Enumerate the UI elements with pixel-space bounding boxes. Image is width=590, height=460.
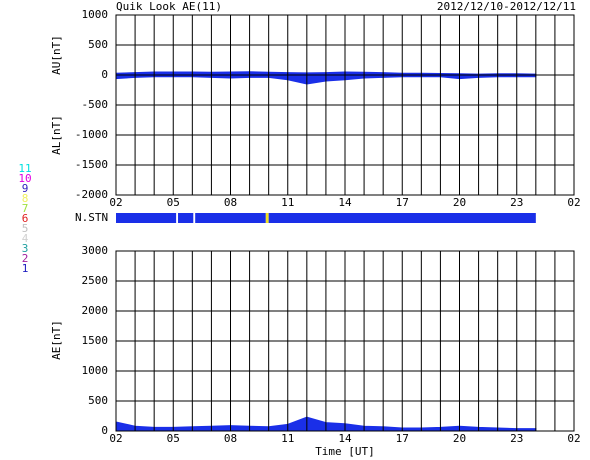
y-tick-label: 0 <box>101 68 108 81</box>
y-tick-label: 1000 <box>82 364 109 377</box>
y-tick-label: 2500 <box>82 274 109 287</box>
legend-label: 11 <box>18 162 31 175</box>
x-tick-label: 08 <box>224 432 237 445</box>
legend-label: 3 <box>22 242 29 255</box>
chart-title: Quik Look AE(11) <box>116 0 222 13</box>
legend-label: 9 <box>22 182 29 195</box>
legend-label: 8 <box>22 192 29 205</box>
y-tick-label: -1500 <box>75 158 108 171</box>
x-tick-label: 17 <box>396 196 409 209</box>
nstn-label: N.STN <box>75 211 108 224</box>
y-tick-label: -1000 <box>75 128 108 141</box>
chart-subtitle: 2012/12/10-2012/12/11 <box>437 0 576 13</box>
y-tick-label: 3000 <box>82 244 109 257</box>
x-tick-label: 20 <box>453 196 466 209</box>
x-tick-label: 02 <box>567 432 580 445</box>
legend-label: 5 <box>22 222 29 235</box>
y-axis-label: AU[nT] <box>50 35 63 75</box>
y-tick-label: 0 <box>101 424 108 437</box>
nstn-segment <box>178 213 194 223</box>
x-tick-label: 02 <box>109 196 122 209</box>
y-axis-label: AL[nT] <box>50 115 63 155</box>
x-tick-label: 20 <box>453 432 466 445</box>
x-tick-label: 23 <box>510 196 523 209</box>
nstn-segment <box>195 213 266 223</box>
x-tick-label: 14 <box>338 432 352 445</box>
x-tick-label: 02 <box>109 432 122 445</box>
x-tick-label: 05 <box>167 196 180 209</box>
x-axis-label: Time [UT] <box>315 445 375 458</box>
x-tick-label: 11 <box>281 196 294 209</box>
y-axis-label: AE[nT] <box>50 320 63 360</box>
legend-label: 7 <box>22 202 29 215</box>
x-tick-label: 14 <box>338 196 352 209</box>
nstn-segment <box>116 213 177 223</box>
x-tick-label: 23 <box>510 432 523 445</box>
y-tick-label: 1000 <box>82 8 109 21</box>
y-tick-label: -2000 <box>75 188 108 201</box>
legend-label: 4 <box>22 232 29 245</box>
plot-frame <box>115 14 575 196</box>
legend-label: 10 <box>18 172 31 185</box>
y-tick-label: 2000 <box>82 304 109 317</box>
y-tick-label: 500 <box>88 394 108 407</box>
nstn-segment <box>268 213 536 223</box>
plot-frame <box>115 250 575 432</box>
legend-label: 1 <box>22 262 29 275</box>
y-tick-label: 500 <box>88 38 108 51</box>
y-tick-label: 1500 <box>82 334 109 347</box>
x-tick-label: 17 <box>396 432 409 445</box>
x-tick-label: 11 <box>281 432 294 445</box>
x-tick-label: 08 <box>224 196 237 209</box>
y-tick-label: -500 <box>82 98 109 111</box>
x-tick-label: 02 <box>567 196 580 209</box>
legend-label: 2 <box>22 252 29 265</box>
x-tick-label: 05 <box>167 432 180 445</box>
legend-label: 6 <box>22 212 29 225</box>
nstn-segment <box>265 213 269 223</box>
